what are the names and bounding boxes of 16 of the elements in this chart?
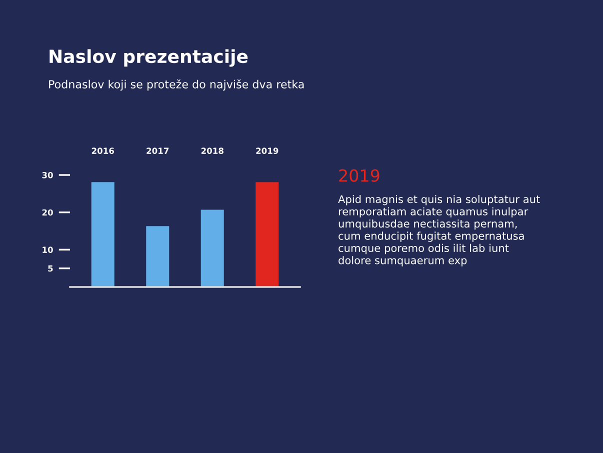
y-tick-label: 30 <box>42 172 53 178</box>
bar <box>91 182 114 287</box>
y-tick-label: 5 <box>48 265 53 272</box>
x-tick-label: 2017 <box>146 148 169 154</box>
bar <box>256 182 279 287</box>
chart-subtitle: Podnaslov koji se proteže do najviše dva retka <box>49 79 304 91</box>
chart-title: Naslov prezentacije <box>50 49 248 67</box>
bar <box>200 210 224 287</box>
x-tick-label: 2016 <box>92 148 114 154</box>
x-tick-label: 2019 <box>256 148 278 154</box>
text: Apid magnis et quis nia soluptatur aut remporatiam aciate quamus inulpar umquibusdae nectiassita pernam, cum enducipit fugitat empernatusa cumque poremo odis ilit lab iunt dolore sumquaerum exp <box>338 195 540 266</box>
y-tick-label: 10 <box>42 246 53 253</box>
x-tick-label: 2018 <box>201 148 224 154</box>
y-tick-label: 20 <box>42 209 53 216</box>
bar <box>146 226 170 287</box>
text: 2019 <box>339 169 380 182</box>
